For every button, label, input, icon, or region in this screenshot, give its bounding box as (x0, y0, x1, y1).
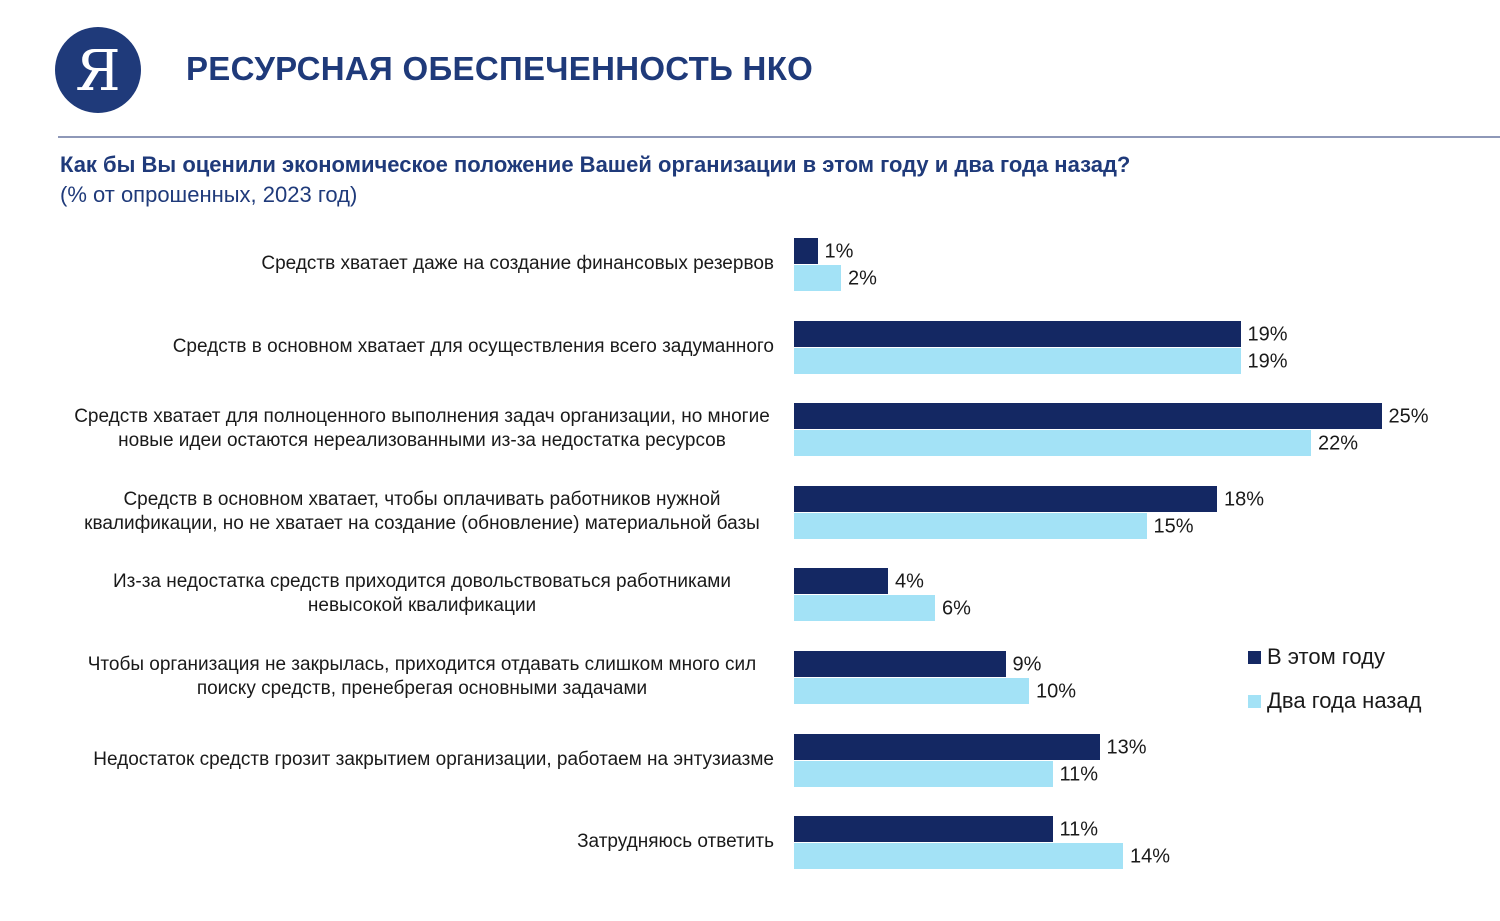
bar-two-years-ago (794, 595, 935, 622)
bar-this-year (794, 651, 1006, 677)
data-label: 15% (1153, 515, 1194, 538)
bar-this-year (794, 568, 888, 595)
page-title: РЕСУРСНАЯ ОБЕСПЕЧЕННОСТЬ НКО (186, 50, 814, 87)
data-label: 19% (1247, 323, 1288, 346)
legend-item-two-years-ago: Два года назад (1248, 688, 1421, 714)
bar-two-years-ago (794, 512, 1147, 539)
logo-letter: Я (75, 39, 120, 104)
legend-label-two-years-ago: Два года назад (1267, 688, 1422, 713)
bar-this-year (794, 733, 1100, 760)
category-label: Средств в основном хватает для осуществл… (172, 335, 774, 357)
data-label: 13% (1106, 736, 1147, 759)
data-label: 14% (1130, 845, 1171, 868)
bar-two-years-ago (794, 347, 1241, 374)
category-label: Затрудняюсь ответить (577, 831, 774, 853)
category-label: Средств в основном хватает, чтобы оплачи… (84, 488, 760, 534)
bar-two-years-ago (794, 265, 841, 291)
data-label: 22% (1318, 432, 1359, 455)
bar-two-years-ago (794, 760, 1053, 787)
data-label: 25% (1388, 405, 1429, 428)
data-label: 9% (1012, 653, 1042, 676)
legend-label-this-year: В этом году (1267, 644, 1385, 669)
bar-two-years-ago (794, 430, 1311, 457)
data-label: 11% (1059, 763, 1099, 786)
bar-two-years-ago (794, 843, 1123, 870)
legend-swatch-two-years-ago (1248, 694, 1261, 708)
chart-subtitle: (% от опрошенных, 2023 год) (60, 182, 358, 207)
bar-this-year (794, 816, 1053, 843)
category-label: Средств хватает для полноценного выполне… (74, 406, 770, 452)
survey-question: Как бы Вы оценили экономическое положени… (60, 152, 1131, 177)
hse-logo: Я (55, 27, 141, 113)
data-label: 1% (824, 240, 854, 263)
category-label: Чтобы организация не закрылась, приходит… (87, 654, 757, 699)
bar-this-year (794, 403, 1382, 430)
category-label: Из-за недостатка средств приходится дово… (113, 571, 731, 617)
legend-swatch-this-year (1248, 650, 1261, 664)
bar-two-years-ago (794, 678, 1029, 704)
category-label: Недостаток средств грозит закрытием орга… (93, 748, 774, 770)
bar-this-year (794, 320, 1241, 347)
legend-item-this-year: В этом году (1248, 644, 1385, 670)
data-label: 18% (1224, 488, 1265, 511)
data-label: 2% (848, 267, 877, 290)
data-label: 11% (1059, 818, 1099, 841)
data-label: 10% (1036, 680, 1077, 703)
title-divider (58, 136, 1500, 138)
data-label: 19% (1247, 350, 1288, 373)
category-label: Средств хватает даже на создание финансо… (261, 253, 774, 274)
bar-this-year (794, 238, 818, 264)
bar-this-year (794, 485, 1217, 512)
data-label: 4% (895, 570, 924, 593)
data-label: 6% (942, 597, 971, 620)
